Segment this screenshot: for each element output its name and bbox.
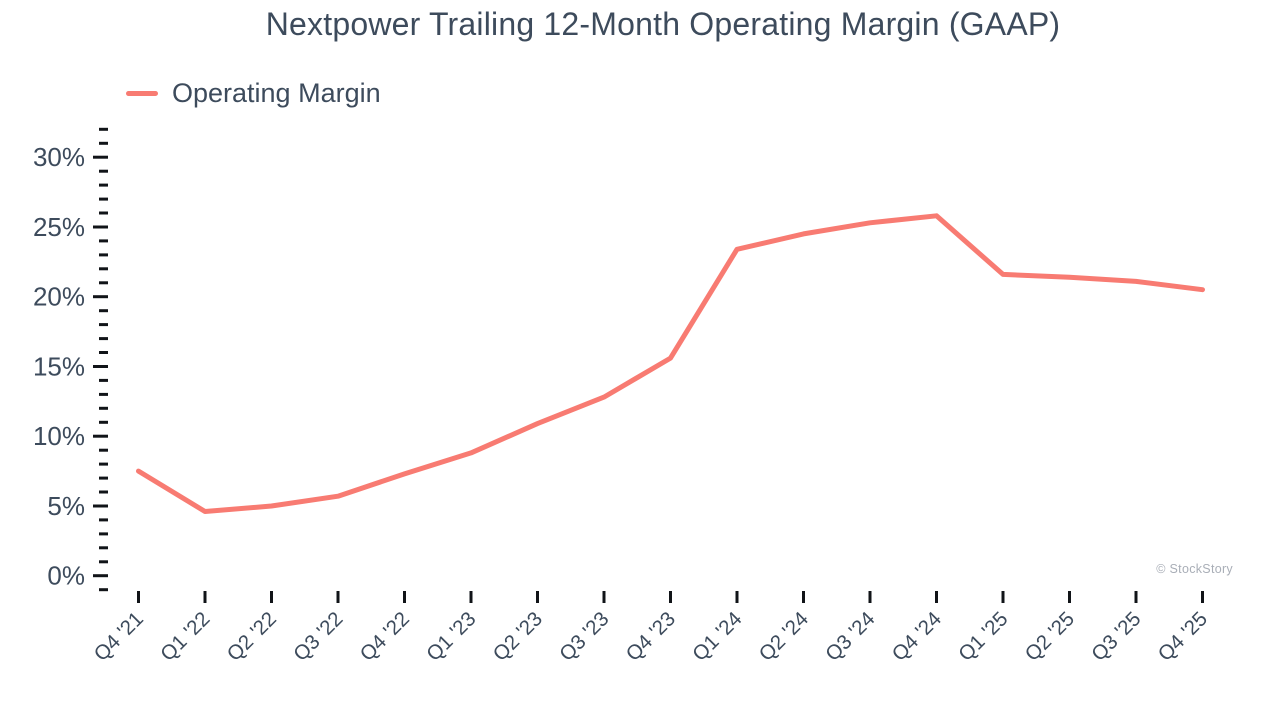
x-tick-label: Q2 '23 xyxy=(489,607,548,666)
x-tick-label: Q4 '22 xyxy=(356,607,415,666)
x-tick-label: Q1 '23 xyxy=(422,607,481,666)
y-tick-label: 15% xyxy=(33,352,85,382)
y-tick-label: 5% xyxy=(47,491,85,521)
chart-title: Nextpower Trailing 12-Month Operating Ma… xyxy=(265,6,1061,42)
y-tick-label: 0% xyxy=(47,561,85,591)
y-tick-label: 25% xyxy=(33,212,85,242)
x-tick-label: Q4 '21 xyxy=(90,607,149,666)
legend: Operating Margin xyxy=(126,80,381,107)
x-tick-label: Q2 '25 xyxy=(1021,607,1080,666)
x-tick-label: Q1 '24 xyxy=(688,607,747,666)
y-tick-label: 30% xyxy=(33,142,85,172)
x-tick-label: Q3 '25 xyxy=(1087,607,1146,666)
stockstory-watermark: © StockStory xyxy=(1156,562,1233,576)
x-tick-label: Q4 '24 xyxy=(888,607,947,666)
x-tick-label: Q3 '22 xyxy=(289,607,348,666)
series-line-operating-margin xyxy=(136,213,1205,514)
x-tick-label: Q2 '22 xyxy=(223,607,282,666)
legend-line-swatch xyxy=(126,91,158,96)
x-tick-label: Q1 '22 xyxy=(156,607,215,666)
y-axis: 0% 5% 10% 15% 20% 25% 30% xyxy=(33,127,108,592)
x-tick-label: Q4 '25 xyxy=(1154,607,1213,666)
y-tick-label: 20% xyxy=(33,282,85,312)
x-tick-label: Q1 '25 xyxy=(954,607,1013,666)
x-tick-label: Q2 '24 xyxy=(755,607,814,666)
legend-label: Operating Margin xyxy=(172,78,381,108)
x-tick-label: Q4 '23 xyxy=(622,607,681,666)
x-axis: Q4 '21 Q1 '22 Q2 '22 Q3 '22 Q4 '22 Q1 '23 Q2 '… xyxy=(90,591,1213,666)
x-tick-label: Q3 '23 xyxy=(555,607,614,666)
y-tick-label: 10% xyxy=(33,421,85,451)
x-tick-label: Q3 '24 xyxy=(821,607,880,666)
